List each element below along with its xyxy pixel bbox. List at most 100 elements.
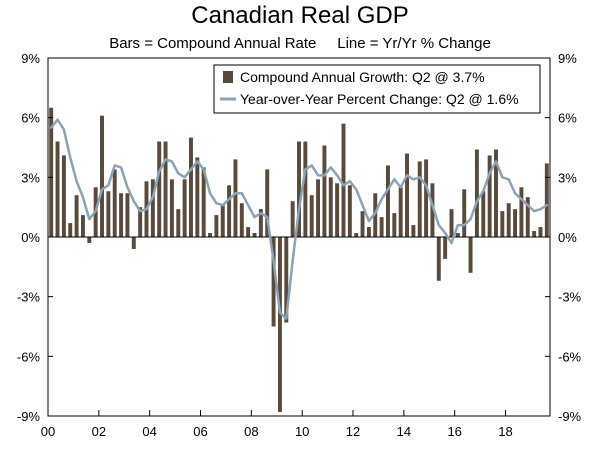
gdp-bar (106, 191, 111, 237)
x-tick-label: 00 (41, 424, 55, 439)
gdp-bar (189, 137, 193, 237)
gdp-bar (227, 185, 232, 237)
gdp-bar (328, 177, 333, 237)
gdp-bar (474, 149, 479, 237)
legend: Compound Annual Growth: Q2 @ 3.7% Year-o… (213, 64, 541, 114)
gdp-bar (208, 233, 213, 237)
y-tick-label-left: 6% (21, 111, 40, 126)
gdp-bar (430, 183, 435, 237)
gdp-bar (157, 141, 162, 237)
gdp-bar (131, 237, 136, 249)
gdp-bar (424, 159, 429, 237)
legend-label-line: Year-over-Year Percent Change: Q2 @ 1.6% (240, 91, 519, 107)
y-tick-label-right: 9% (558, 51, 577, 66)
gdp-bar (239, 203, 244, 237)
y-tick-label-right: -6% (558, 349, 582, 364)
gdp-bar (169, 179, 174, 237)
gdp-bar (405, 153, 409, 237)
gdp-bar (252, 233, 257, 237)
gdp-bar (360, 211, 365, 237)
yoy-line (49, 118, 549, 320)
gdp-bar (468, 237, 473, 273)
gdp-bar (532, 231, 537, 237)
gdp-bar (195, 157, 200, 237)
gdp-bar (316, 179, 321, 237)
gdp-bar (392, 213, 397, 237)
gdp-bar (341, 123, 346, 237)
gdp-bar (80, 215, 85, 237)
y-axis-right: 9% 6% 3% 0% -3% -6% -9% (545, 51, 582, 424)
gdp-bar (119, 193, 124, 237)
gdp-bar (322, 145, 327, 237)
gdp-bar (506, 203, 511, 237)
yoy-line-layer (49, 118, 549, 320)
y-tick-label-left: -6% (17, 349, 41, 364)
gdp-bar (271, 237, 276, 327)
gdp-bar (481, 191, 486, 237)
gdp-bar (112, 169, 117, 237)
gdp-bar (87, 237, 92, 243)
gdp-bar (354, 233, 359, 237)
gdp-bar (290, 201, 295, 237)
y-tick-label-left: 3% (21, 170, 40, 185)
x-tick-label: 16 (447, 424, 461, 439)
x-tick-label: 08 (244, 424, 258, 439)
gdp-bar (233, 159, 238, 237)
y-tick-label-right: -9% (558, 409, 582, 424)
gdp-bar (398, 187, 403, 237)
legend-bar-swatch (223, 71, 233, 83)
x-tick-label: 14 (397, 424, 411, 439)
gdp-bar (417, 161, 422, 237)
gdp-bar (519, 187, 524, 237)
gdp-bar (163, 141, 168, 237)
gdp-bar (411, 225, 416, 237)
gdp-bar (544, 163, 549, 237)
gdp-bar (385, 165, 390, 237)
gdp-bar (513, 209, 518, 237)
gdp-bar (525, 197, 530, 237)
y-tick-label-right: 0% (558, 230, 577, 245)
y-tick-label-left: -9% (17, 409, 41, 424)
gdp-bar (150, 179, 155, 237)
gdp-bar (265, 169, 270, 237)
gdp-bar (176, 209, 181, 237)
gdp-bar (538, 227, 543, 237)
legend-label-bars: Compound Annual Growth: Q2 @ 3.7% (240, 69, 485, 85)
gdp-bar (100, 115, 104, 237)
gdp-bar (74, 195, 79, 237)
gdp-bar (436, 237, 441, 281)
gdp-bar (182, 179, 187, 237)
x-tick-label: 10 (295, 424, 309, 439)
gdp-bar (449, 209, 454, 237)
gdp-bar (455, 233, 460, 237)
chart-subtitle: Bars = Compound Annual Rate Line = Yr/Yr… (109, 35, 491, 52)
gdp-bar (379, 217, 384, 237)
gdp-bar (500, 211, 505, 237)
gdp-bar (125, 193, 130, 237)
gdp-bar (258, 209, 263, 237)
gdp-bar (309, 195, 314, 237)
chart-title: Canadian Real GDP (191, 2, 409, 29)
gdp-bar (277, 237, 282, 413)
gdp-bar (297, 141, 301, 237)
gdp-bar (246, 227, 251, 237)
gdp-bar (49, 107, 54, 237)
y-tick-label-right: 3% (558, 170, 577, 185)
gdp-bar (55, 141, 60, 237)
gdp-bar (347, 185, 352, 237)
gdp-bar (494, 149, 498, 237)
gdp-bar (201, 167, 206, 237)
y-tick-label-left: -3% (17, 290, 41, 305)
legend-box (213, 64, 541, 114)
gdp-bar (303, 141, 308, 237)
x-axis: 00 02 04 06 08 10 12 14 16 18 (41, 410, 513, 439)
gdp-bar (68, 223, 73, 237)
gdp-bar (335, 183, 340, 237)
y-tick-label-right: -3% (558, 290, 582, 305)
x-tick-label: 04 (142, 424, 156, 439)
gdp-bar (462, 189, 467, 237)
y-tick-label-left: 9% (21, 51, 40, 66)
x-tick-label: 06 (193, 424, 207, 439)
gdp-bar (487, 155, 492, 237)
